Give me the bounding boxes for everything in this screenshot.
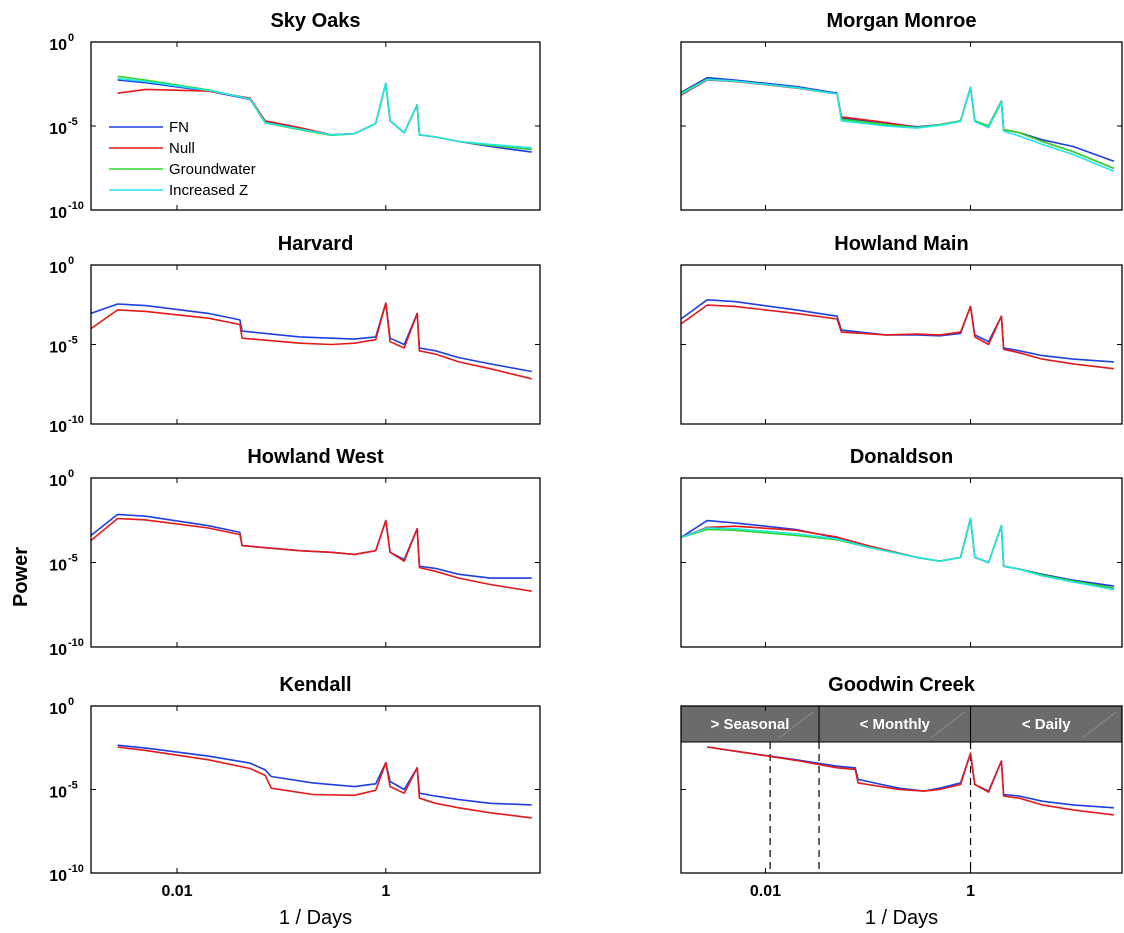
y-tick-label: 10 <box>49 205 67 222</box>
series-line-fn <box>117 744 532 806</box>
band-label: < Monthly <box>860 716 931 733</box>
series-line-fn <box>681 76 1115 162</box>
x-tick-label: 1 <box>381 883 390 900</box>
y-tick-exponent: -10 <box>68 414 84 426</box>
series-line-null <box>91 302 532 380</box>
series-line-null <box>681 79 1115 170</box>
series-line-null <box>91 517 532 592</box>
legend-entry: FN <box>169 119 189 136</box>
x-axis-label: 1 / Days <box>279 907 352 929</box>
y-tick-label: 10 <box>49 260 67 277</box>
panel-title: Howland West <box>247 446 384 468</box>
x-axis-label: 1 / Days <box>865 907 938 929</box>
band-label: < Daily <box>1022 716 1071 733</box>
axes-frame <box>90 705 541 874</box>
series-line-increased-z <box>681 78 1115 173</box>
legend-entry: Null <box>169 140 195 157</box>
series-line-null <box>117 746 532 819</box>
legend-entry: Groundwater <box>169 161 256 178</box>
panel-donaldson: Donaldson <box>680 446 1123 648</box>
y-tick-label: 10 <box>49 37 67 54</box>
panel-title: Harvard <box>278 233 354 255</box>
series-line-null <box>681 304 1114 370</box>
x-tick-label: 1 <box>966 883 975 900</box>
y-tick-exponent: -10 <box>68 200 84 212</box>
band-sheen <box>778 711 814 739</box>
y-tick-exponent: -5 <box>68 116 78 128</box>
band-sheen <box>1081 711 1117 739</box>
axes-frame <box>90 41 541 211</box>
panel-goodwin-creek: Goodwin Creek > Seasonal < Monthly < Daily 0… <box>680 674 1123 929</box>
axes-frame <box>680 264 1123 425</box>
panel-title: Howland Main <box>834 233 968 255</box>
x-tick-label: 0.01 <box>750 883 781 900</box>
series-line-fn <box>91 513 532 579</box>
panel-title: Kendall <box>279 674 351 696</box>
y-tick-label: 10 <box>49 868 67 885</box>
series-line-null <box>707 746 1114 816</box>
y-tick-label: 10 <box>49 558 67 575</box>
y-tick-label: 10 <box>49 419 67 436</box>
y-tick-exponent: -5 <box>68 553 78 565</box>
axes-frame <box>680 477 1123 648</box>
y-tick-label: 10 <box>49 785 67 802</box>
y-axis-label: Power <box>10 547 32 607</box>
y-tick-label: 10 <box>49 340 67 357</box>
y-tick-exponent: 0 <box>68 255 74 267</box>
y-tick-exponent: -10 <box>68 637 84 649</box>
y-tick-exponent: -5 <box>68 780 78 792</box>
panel-title: Goodwin Creek <box>828 674 976 696</box>
series-line-increased-z <box>681 517 1115 591</box>
axes-frame <box>90 477 541 648</box>
x-tick-label: 0.01 <box>161 883 192 900</box>
panel-howland-main: Howland Main <box>680 233 1123 425</box>
y-tick-label: 10 <box>49 642 67 659</box>
band-label: > Seasonal <box>711 716 790 733</box>
y-tick-label: 10 <box>49 121 67 138</box>
y-tick-label: 10 <box>49 473 67 490</box>
y-tick-exponent: 0 <box>68 696 74 708</box>
panel-title: Donaldson <box>850 446 953 468</box>
panel-title: Sky Oaks <box>270 10 360 32</box>
series-line-fn <box>681 299 1114 363</box>
panel-title: Morgan Monroe <box>827 10 977 32</box>
legend-entry: Increased Z <box>169 182 248 199</box>
legend: FN Null Groundwater Increased Z <box>109 119 256 199</box>
panel-morgan-monroe: Morgan Monroe <box>680 10 1123 211</box>
band-2 <box>970 705 1123 743</box>
y-tick-exponent: -10 <box>68 863 84 875</box>
band-sheen <box>930 711 965 739</box>
y-tick-exponent: 0 <box>68 468 74 480</box>
y-tick-exponent: 0 <box>68 32 74 44</box>
y-tick-label: 10 <box>49 701 67 718</box>
series-line-increased-z <box>117 77 532 149</box>
y-tick-exponent: -5 <box>68 335 78 347</box>
